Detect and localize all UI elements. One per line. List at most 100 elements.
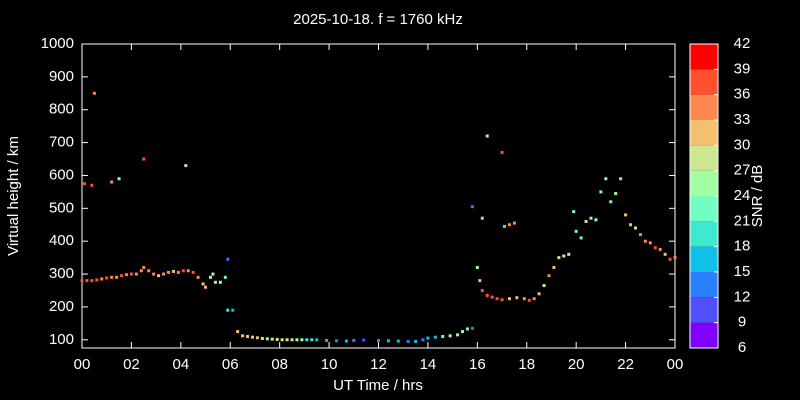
data-point [100,277,104,281]
data-point [157,274,161,278]
data-point [522,297,526,301]
data-point [204,285,208,289]
data-point [184,164,188,168]
data-point [325,338,329,342]
data-point [507,297,511,301]
x-tick-label: 08 [271,356,288,373]
data-point [85,279,89,283]
data-point [218,280,222,284]
x-tick-label: 10 [321,356,338,373]
data-point [668,257,672,261]
data-point [532,297,536,301]
data-point [562,254,566,258]
data-point [208,275,212,279]
data-point [386,339,390,343]
data-point [310,338,314,342]
chart-title: 2025-10-18. f = 1760 kHz [293,11,463,28]
data-point [470,205,474,209]
x-axis-label: UT Time / hrs [333,377,423,394]
data-point [500,298,504,302]
data-point [584,219,588,223]
data-point [142,265,146,269]
data-point [515,296,519,300]
colorbar-tick-label: 18 [734,238,751,255]
data-point [226,308,230,312]
data-point [475,265,479,269]
data-point [589,216,593,220]
data-point [241,334,245,338]
data-point [456,333,460,337]
colorbar-bin [690,322,718,348]
data-point [191,270,195,274]
data-point [275,337,279,341]
data-point [162,272,166,276]
data-point [300,338,304,342]
data-point [246,334,250,338]
data-point [421,338,425,342]
data-point [201,282,205,286]
data-point [196,275,200,279]
data-point [80,279,84,283]
data-point [567,252,571,256]
colorbar-bin [690,272,718,298]
colorbar-tick-label: 9 [738,314,746,331]
y-tick-label: 800 [49,101,74,118]
data-point [255,336,259,340]
data-point [414,339,418,343]
data-point [643,239,647,243]
data-point [280,338,284,342]
data-point [250,335,254,339]
data-point [352,338,356,342]
data-point [512,221,516,225]
data-point [461,330,465,334]
y-tick-label: 1000 [41,35,74,52]
colorbar-bin [690,221,718,247]
data-point [547,274,551,278]
data-point [507,223,511,227]
y-tick-label: 400 [49,232,74,249]
x-tick-label: 20 [568,356,585,373]
colorbar-tick-label: 12 [734,288,751,305]
data-point [470,326,474,330]
data-point [572,210,576,214]
data-point [574,229,578,233]
y-tick-label: 600 [49,166,74,183]
data-point [134,272,138,276]
data-point [315,338,319,342]
colorbar-tick-label: 27 [734,162,751,179]
data-point [485,134,489,138]
data-point [142,157,146,161]
data-point [663,252,667,256]
data-point [334,339,338,343]
data-point [542,284,546,288]
data-point [441,334,445,338]
data-point [110,180,114,184]
data-point [147,269,151,273]
data-point [485,293,489,297]
data-point [624,213,628,217]
data-point [377,338,380,342]
data-point [115,275,119,279]
y-axis-label: Virtual height / km [5,136,22,256]
data-point [124,273,128,277]
data-point [480,216,484,220]
colorbar-tick-label: 24 [734,187,751,204]
data-point [82,182,86,186]
data-point [117,177,121,181]
y-tick-label: 200 [49,298,74,315]
colorbar-tick-label: 6 [738,339,746,356]
data-point [503,224,507,228]
data-point [396,339,400,343]
data-point [638,233,642,237]
data-point [448,334,452,338]
data-point [211,272,215,276]
data-point [426,336,430,340]
data-point [181,269,185,273]
data-point [236,330,240,334]
x-tick-label: 16 [469,356,486,373]
data-point [285,338,289,342]
colorbar-bin [690,145,718,171]
colorbar-bin [690,44,718,70]
x-tick-label: 00 [667,356,684,373]
data-point [604,177,608,181]
